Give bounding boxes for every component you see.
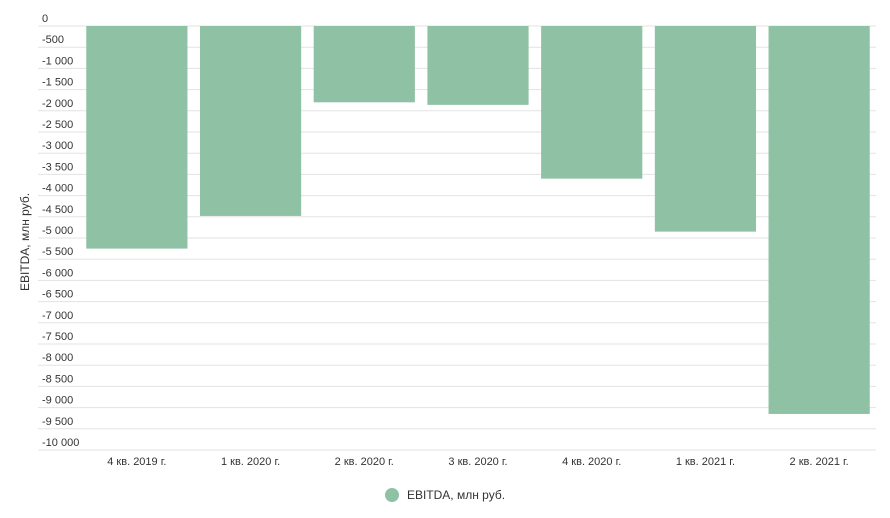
- y-tick-label: -3 000: [42, 140, 73, 152]
- y-tick-label: -5 000: [42, 225, 73, 237]
- y-tick-label: -3 500: [42, 161, 73, 173]
- y-axis-ticks: 0 -500 -1 000 -1 500 -2 000 -2 500 -3 000 -3 50…: [42, 13, 79, 449]
- y-tick-label: -1 500: [42, 77, 73, 89]
- legend-label: EBITDA, млн руб.: [406, 487, 506, 502]
- y-tick-label: -9 000: [42, 395, 73, 407]
- bar: [427, 26, 529, 105]
- x-tick-label: 1 кв. 2021 г.: [676, 456, 735, 468]
- legend: EBITDA, млн руб.: [0, 487, 890, 502]
- bar: [199, 26, 302, 216]
- y-tick-label: -500: [42, 34, 64, 46]
- y-tick-label: -2 000: [42, 98, 73, 110]
- x-tick-label: 2 кв. 2020 г.: [335, 456, 394, 468]
- y-tick-label: -10 000: [42, 437, 79, 449]
- y-tick-label: -8 000: [42, 352, 73, 364]
- x-tick-label: 2 кв. 2021 г.: [790, 456, 849, 468]
- y-tick-label: -7 500: [42, 331, 73, 343]
- y-tick-label: -1 000: [42, 55, 73, 67]
- y-tick-label: -6 500: [42, 289, 73, 301]
- bar: [768, 26, 870, 414]
- bar: [313, 26, 415, 103]
- bar: [541, 26, 643, 179]
- y-tick-label: -2 500: [42, 119, 73, 131]
- bars: [86, 26, 870, 414]
- y-tick-label: -8 500: [42, 373, 73, 385]
- y-axis-label: EBITDA, млн руб.: [18, 193, 32, 291]
- x-tick-label: 4 кв. 2020 г.: [562, 456, 621, 468]
- y-tick-label: -7 000: [42, 310, 73, 322]
- y-tick-label: 0: [42, 13, 48, 25]
- x-tick-label: 4 кв. 2019 г.: [107, 456, 166, 468]
- y-tick-label: -4 000: [42, 183, 73, 195]
- bar: [86, 26, 188, 249]
- x-tick-label: 1 кв. 2020 г.: [221, 456, 280, 468]
- y-tick-label: -9 500: [42, 416, 73, 428]
- legend-swatch: [384, 487, 399, 502]
- x-axis-ticks: 4 кв. 2019 г. 1 кв. 2020 г. 2 кв. 2020 г. 3…: [107, 456, 848, 468]
- y-tick-label: -6 000: [42, 267, 73, 279]
- bar: [654, 26, 757, 232]
- x-tick-label: 3 кв. 2020 г.: [448, 456, 507, 468]
- y-tick-label: -5 500: [42, 246, 73, 258]
- y-tick-label: -4 500: [42, 204, 73, 216]
